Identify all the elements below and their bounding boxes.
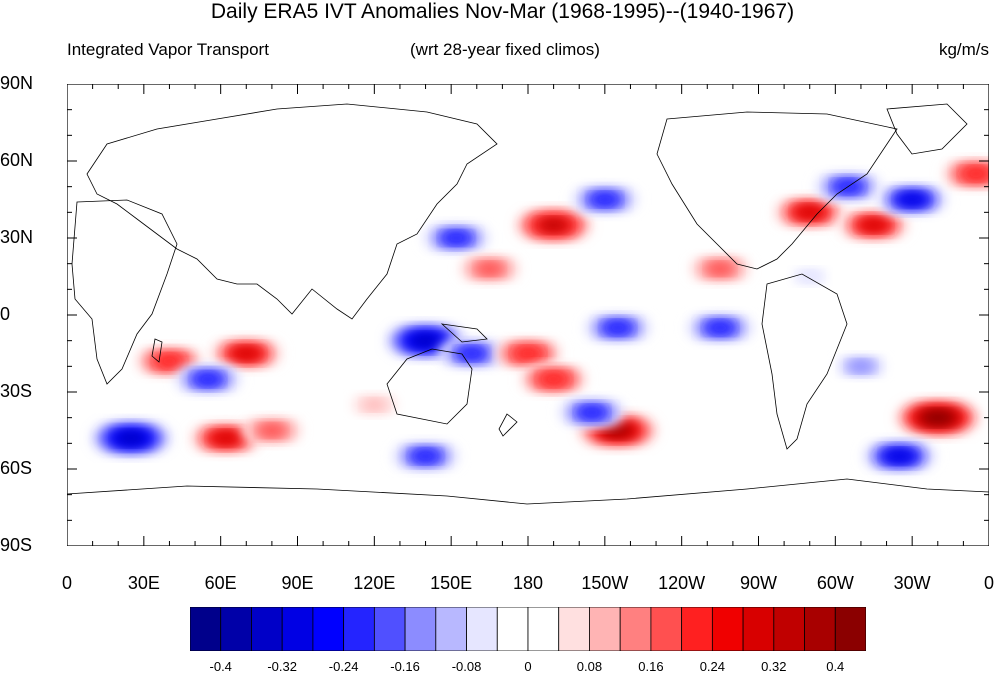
lat-tick-label: 90S — [0, 535, 33, 555]
colorbar-swatch — [373, 607, 406, 651]
center-subtitle: (wrt 28-year fixed climos) — [410, 40, 600, 59]
anomaly-blob — [858, 218, 889, 233]
lon-tick-label: 120W — [658, 573, 706, 593]
anomaly-blob — [230, 346, 262, 361]
colorbar-swatch — [251, 607, 283, 651]
colorbar-swatch — [558, 607, 590, 651]
colorbar-swatch — [466, 607, 498, 651]
colorbar-swatch — [435, 607, 467, 651]
coastlines — [67, 103, 989, 505]
tick-marks — [67, 84, 989, 546]
anomaly-blob — [601, 422, 635, 439]
anomaly-blob — [210, 431, 242, 446]
lat-tick-label: 90N — [0, 73, 34, 93]
colorbar-label: -0.32 — [267, 659, 297, 674]
colorbar-label: -0.08 — [451, 659, 482, 674]
colorbar-label: 0.24 — [699, 659, 726, 674]
colorbar — [190, 607, 866, 651]
lon-tick-label: 60E — [204, 573, 237, 593]
anomaly-blob — [794, 205, 826, 220]
colorbar-label: -0.16 — [390, 659, 420, 674]
anomaly-blob — [798, 270, 822, 283]
colorbar-swatch — [619, 607, 652, 651]
lon-tick-label: 180 — [512, 573, 544, 593]
anomaly-blob — [848, 360, 874, 373]
anomaly-blob — [442, 231, 471, 245]
map-title: Daily ERA5 IVT Anomalies Nov-Mar (1968-1… — [210, 0, 795, 23]
lon-tick-label: 150E — [430, 573, 473, 593]
anomaly-blob — [577, 405, 607, 420]
left-subtitle: Integrated Vapor Transport — [67, 40, 269, 59]
anomaly-blob — [539, 372, 568, 386]
anomaly-blob — [457, 346, 486, 361]
map-background — [67, 84, 989, 546]
colorbar-label: -0.4 — [209, 659, 232, 674]
anomaly-blob — [513, 346, 543, 361]
lat-tick-label: 0 — [0, 304, 11, 324]
lon-tick-label: 60W — [816, 573, 854, 593]
colorbar-swatch — [773, 607, 805, 651]
lon-tick-label: 0 — [983, 573, 994, 593]
units-label: kg/m/s — [938, 40, 989, 59]
colorbar-label: -0.24 — [328, 659, 359, 674]
anomaly-blob — [705, 321, 735, 335]
anomaly-blob — [590, 192, 620, 207]
colorbar-label: 0.32 — [761, 659, 787, 674]
colorbar-label: 0.16 — [638, 659, 664, 674]
lon-tick-label: 0 — [61, 573, 72, 593]
lon-tick-label: 30W — [893, 573, 931, 593]
lat-tick-label: 30S — [0, 381, 33, 401]
colorbar-swatch — [650, 607, 683, 651]
anomaly-blob — [961, 167, 989, 181]
lat-tick-label: 60N — [0, 150, 34, 170]
colorbar-label: 0 — [524, 659, 532, 674]
colorbar-swatch — [312, 607, 345, 651]
anomaly-blob — [603, 321, 632, 335]
anomaly-blob — [883, 448, 916, 464]
anomaly-blob — [362, 399, 387, 411]
colorbar-swatch — [804, 607, 836, 651]
colorbar-swatch — [742, 607, 775, 651]
anomaly-blob — [897, 192, 928, 207]
colorbar-swatch — [527, 607, 560, 651]
lon-tick-label: 90E — [281, 573, 314, 593]
anomaly-blob — [411, 449, 440, 463]
anomaly-blob — [193, 372, 223, 386]
lat-tick-label: 60S — [0, 458, 33, 478]
anomaly-blob — [114, 430, 148, 446]
colorbar-swatch — [496, 607, 529, 651]
anomaly-blob — [537, 217, 570, 233]
anomaly-blob — [476, 262, 503, 275]
lon-tick-label: 30E — [127, 573, 160, 593]
colorbar-swatch — [343, 607, 375, 651]
anomaly-blob — [707, 262, 733, 275]
colorbar-swatch — [190, 607, 222, 651]
anomaly-blob — [409, 333, 442, 349]
map-plot — [67, 84, 989, 546]
colorbar-swatch — [589, 607, 621, 651]
colorbar-swatch — [681, 607, 713, 651]
colorbar-swatch — [220, 607, 252, 651]
anomaly-blob — [920, 409, 956, 426]
colorbar-swatch — [711, 607, 744, 651]
lon-tick-label: 90W — [739, 573, 777, 593]
colorbar-swatch — [281, 607, 314, 651]
anomaly-blob — [259, 424, 285, 437]
colorbar-swatch — [404, 607, 437, 651]
lon-tick-label: 120E — [353, 573, 396, 593]
colorbar-label: 0.4 — [826, 659, 845, 674]
lon-tick-label: 150W — [581, 573, 629, 593]
colorbar-swatch — [834, 607, 866, 651]
lat-tick-label: 30N — [0, 227, 34, 247]
anomaly-blob — [155, 354, 184, 368]
colorbar-label: 0.08 — [576, 659, 603, 674]
